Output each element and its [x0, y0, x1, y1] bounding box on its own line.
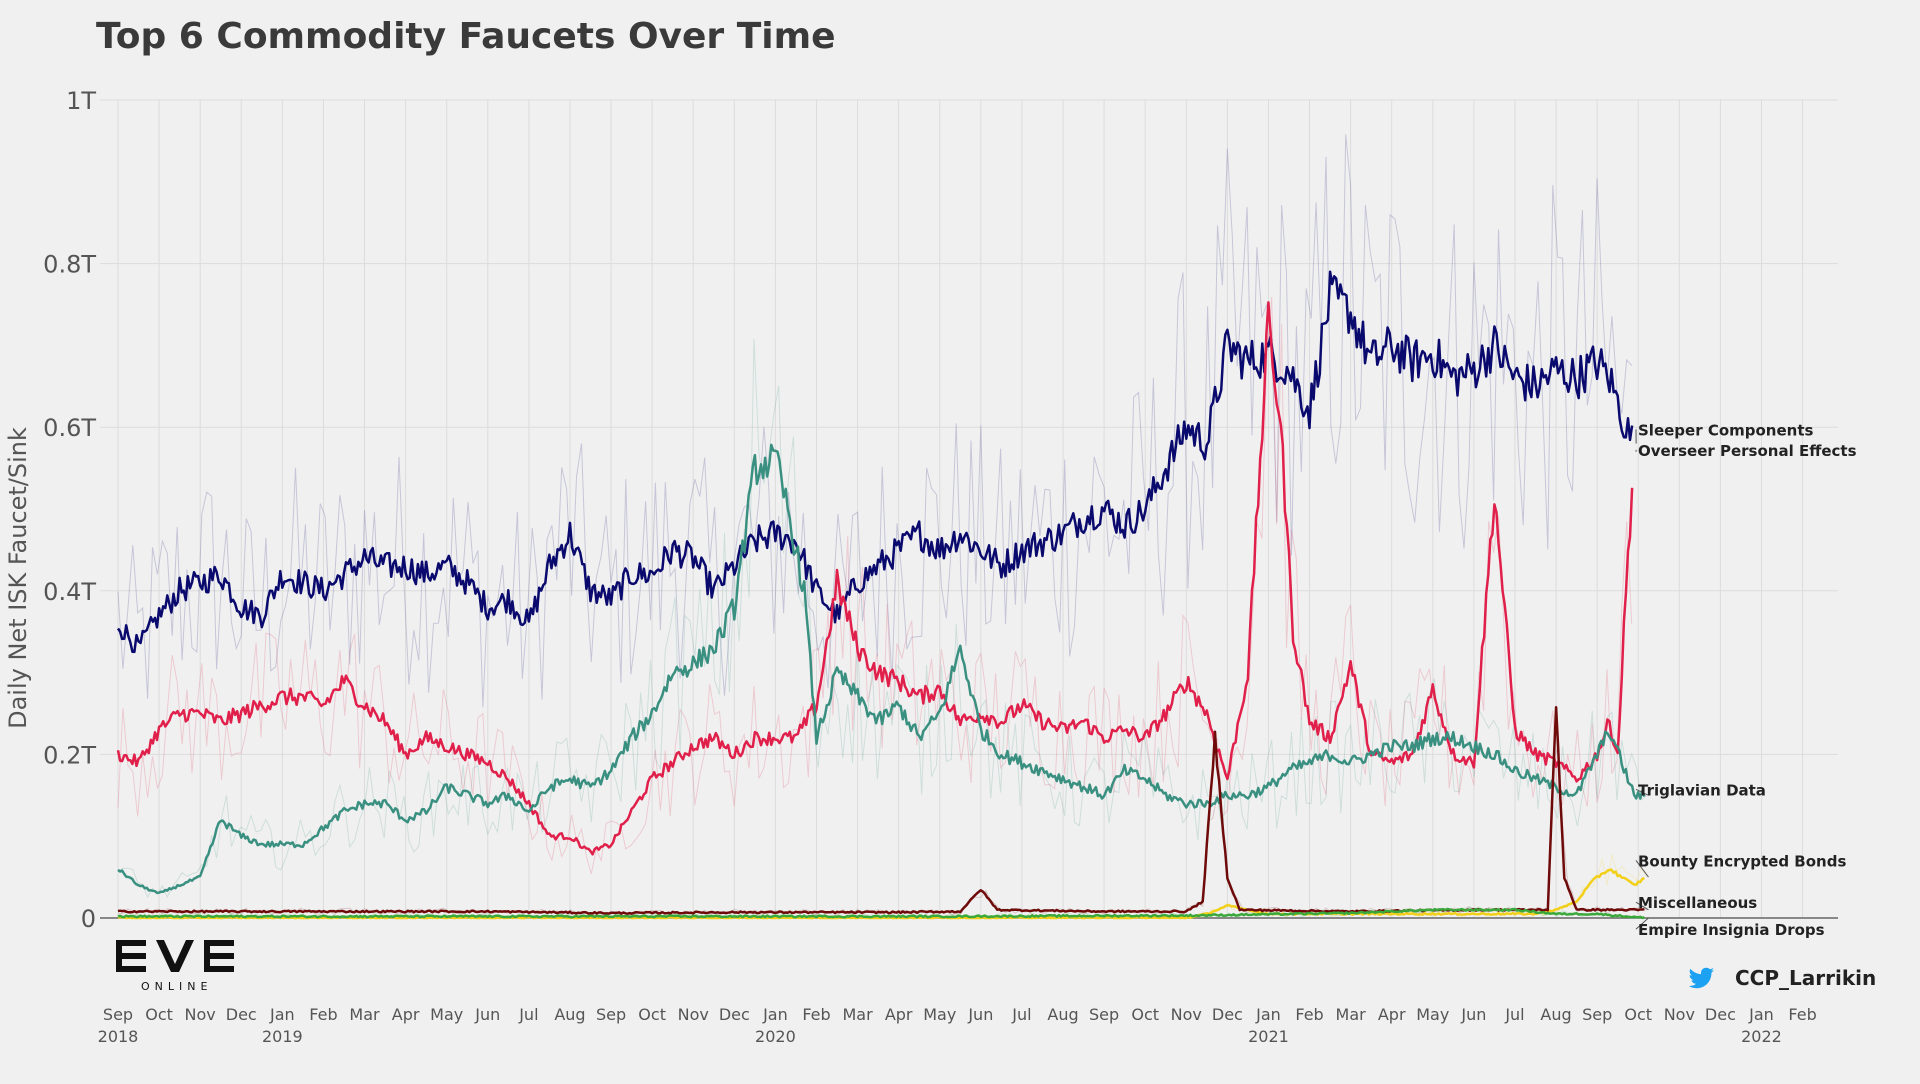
series-end-label: Bounty Encrypted Bonds — [1638, 852, 1846, 870]
x-tick-label: Oct — [1131, 1005, 1159, 1024]
x-tick-label: Jun — [967, 1005, 993, 1024]
x-year-label: 2018 — [98, 1027, 139, 1046]
x-tick-label: Jan — [1255, 1005, 1281, 1024]
x-year-label: 2020 — [755, 1027, 796, 1046]
x-tick-label: Dec — [1212, 1005, 1243, 1024]
x-tick-label: Feb — [1788, 1005, 1816, 1024]
x-tick-label: Oct — [638, 1005, 666, 1024]
x-tick-label: Apr — [885, 1005, 913, 1024]
y-axis-label: Daily Net ISK Faucet/Sink — [4, 427, 32, 729]
x-tick-label: Oct — [145, 1005, 173, 1024]
x-tick-label: Jul — [518, 1005, 538, 1024]
series-line-1 — [118, 302, 1632, 854]
y-tick-label: 0 — [81, 905, 96, 933]
series-end-label: Triglavian Data — [1638, 781, 1766, 799]
logo-subtitle: ONLINE — [141, 980, 212, 993]
x-year-label: 2022 — [1741, 1027, 1782, 1046]
x-tick-label: Mar — [1336, 1005, 1367, 1024]
series-end-label: Empire Insignia Drops — [1638, 921, 1825, 939]
credit: CCP_Larrikin — [1689, 966, 1877, 990]
x-tick-label: Jun — [474, 1005, 500, 1024]
x-tick-label: Apr — [392, 1005, 420, 1024]
series-noise-0 — [118, 135, 1632, 708]
x-tick-label: Dec — [226, 1005, 257, 1024]
label-layer: Sleeper Components Overseer Personal Effe… — [1636, 421, 1857, 939]
series-noise-2 — [118, 339, 1647, 897]
noise-layer — [118, 135, 1647, 919]
series-noise-1 — [118, 297, 1632, 874]
series-end-label: Miscellaneous — [1638, 894, 1757, 912]
x-tick-label: Nov — [1664, 1005, 1695, 1024]
x-tick-label: Nov — [185, 1005, 216, 1024]
y-tick-label: 0.2T — [43, 741, 96, 769]
x-tick-label: Aug — [1540, 1005, 1571, 1024]
x-tick-label: Jun — [1460, 1005, 1486, 1024]
credit-handle: CCP_Larrikin — [1735, 966, 1876, 990]
x-tick-label: May — [430, 1005, 463, 1024]
x-tick-label: Oct — [1624, 1005, 1652, 1024]
series-end-label: Overseer Personal Effects — [1638, 442, 1857, 460]
x-tick-label: Feb — [309, 1005, 337, 1024]
chart-title: Top 6 Commodity Faucets Over Time — [96, 16, 836, 57]
series-noise-4 — [118, 747, 1647, 916]
x-year-label: 2021 — [1248, 1027, 1289, 1046]
x-tick-label: Jul — [1504, 1005, 1524, 1024]
tick-layer: 0 0.2T 0.4T 0.6T 0.8T 1T Sep Oct Nov Dec Jan Feb Mar… — [43, 87, 1817, 1046]
y-tick-label: 1T — [66, 87, 96, 115]
twitter-bird-icon — [1689, 968, 1714, 989]
series-end-label: Sleeper Components — [1638, 421, 1814, 439]
x-tick-label: May — [923, 1005, 956, 1024]
x-tick-label: Apr — [1378, 1005, 1406, 1024]
x-tick-label: Dec — [1705, 1005, 1736, 1024]
x-tick-label: Jul — [1011, 1005, 1031, 1024]
x-tick-label: Sep — [103, 1005, 133, 1024]
x-tick-label: Aug — [554, 1005, 585, 1024]
x-tick-label: Feb — [802, 1005, 830, 1024]
eve-online-logo: ONLINE — [116, 940, 234, 993]
x-tick-label: Mar — [349, 1005, 380, 1024]
x-year-label: 2019 — [262, 1027, 303, 1046]
y-tick-label: 0.8T — [43, 251, 96, 279]
x-tick-label: May — [1416, 1005, 1449, 1024]
x-tick-label: Sep — [1089, 1005, 1119, 1024]
x-tick-label: Sep — [596, 1005, 626, 1024]
x-tick-label: Feb — [1295, 1005, 1323, 1024]
x-tick-label: Aug — [1047, 1005, 1078, 1024]
x-tick-label: Nov — [678, 1005, 709, 1024]
x-tick-label: Dec — [719, 1005, 750, 1024]
y-tick-label: 0.4T — [43, 578, 96, 606]
x-tick-label: Mar — [842, 1005, 873, 1024]
x-tick-label: Jan — [762, 1005, 788, 1024]
x-tick-label: Nov — [1171, 1005, 1202, 1024]
x-tick-label: Sep — [1582, 1005, 1612, 1024]
y-tick-label: 0.6T — [43, 414, 96, 442]
x-tick-label: Jan — [1748, 1005, 1774, 1024]
x-tick-label: Jan — [269, 1005, 295, 1024]
